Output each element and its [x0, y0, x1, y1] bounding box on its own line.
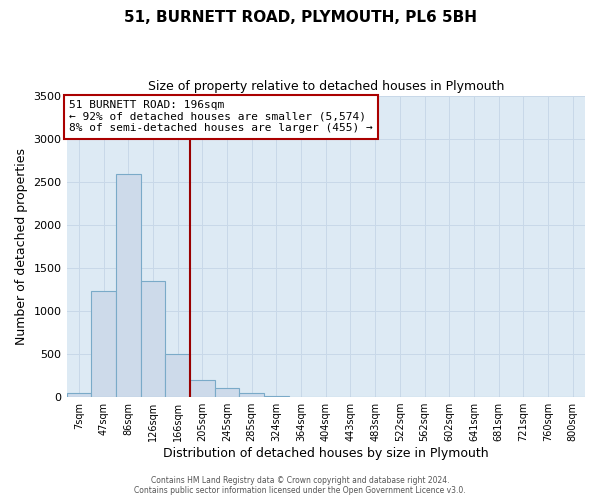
Bar [67, 393, 91, 397]
Bar [116, 174, 140, 397]
Title: Size of property relative to detached houses in Plymouth: Size of property relative to detached ho… [148, 80, 504, 93]
Bar [239, 393, 264, 397]
Text: 51 BURNETT ROAD: 196sqm
← 92% of detached houses are smaller (5,574)
8% of semi-: 51 BURNETT ROAD: 196sqm ← 92% of detache… [69, 100, 373, 134]
Bar [264, 396, 289, 397]
Bar [215, 388, 239, 397]
Text: 51, BURNETT ROAD, PLYMOUTH, PL6 5BH: 51, BURNETT ROAD, PLYMOUTH, PL6 5BH [124, 10, 476, 25]
Y-axis label: Number of detached properties: Number of detached properties [15, 148, 28, 345]
Bar [91, 291, 116, 397]
Bar [140, 281, 165, 397]
X-axis label: Distribution of detached houses by size in Plymouth: Distribution of detached houses by size … [163, 447, 488, 460]
Bar [165, 354, 190, 397]
Text: Contains HM Land Registry data © Crown copyright and database right 2024.
Contai: Contains HM Land Registry data © Crown c… [134, 476, 466, 495]
Bar [190, 380, 215, 397]
